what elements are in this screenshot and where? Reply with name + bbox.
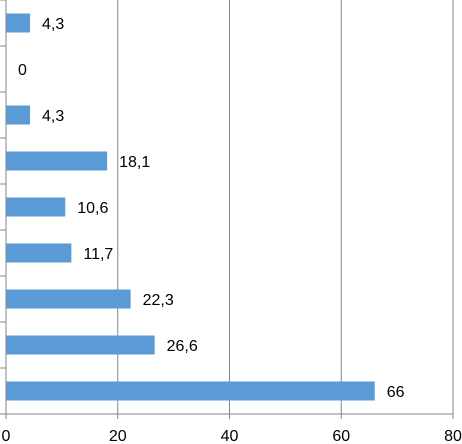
bar-6 xyxy=(6,243,72,263)
data-label-4: 18,1 xyxy=(119,154,150,171)
data-label-8: 26,6 xyxy=(167,338,198,355)
bar-1 xyxy=(6,13,31,33)
x-tick-label-40: 40 xyxy=(221,428,239,444)
x-tick-label-80: 80 xyxy=(444,428,462,444)
bars xyxy=(6,13,375,401)
bar-4 xyxy=(6,151,108,171)
bar-3 xyxy=(6,105,31,125)
x-tick-label-60: 60 xyxy=(332,428,350,444)
data-label-7: 22,3 xyxy=(143,292,174,309)
labels: 4,3 0 4,3 18,1 10,6 11,7 22,3 26,6 66 0 20 40 60 80 xyxy=(2,16,462,444)
data-label-6: 11,7 xyxy=(83,246,113,263)
data-label-3: 4,3 xyxy=(42,108,64,125)
data-label-2: 0 xyxy=(18,62,27,79)
data-label-9: 66 xyxy=(387,384,405,401)
x-tick-label-20: 20 xyxy=(109,428,127,444)
bar-5 xyxy=(6,197,66,217)
bar-9 xyxy=(6,381,375,401)
axes xyxy=(0,0,454,419)
data-label-5: 10,6 xyxy=(77,200,108,217)
data-label-1: 4,3 xyxy=(42,16,64,33)
x-tick-label-0: 0 xyxy=(2,428,11,444)
bar-7 xyxy=(6,289,131,309)
bar-8 xyxy=(6,335,155,355)
